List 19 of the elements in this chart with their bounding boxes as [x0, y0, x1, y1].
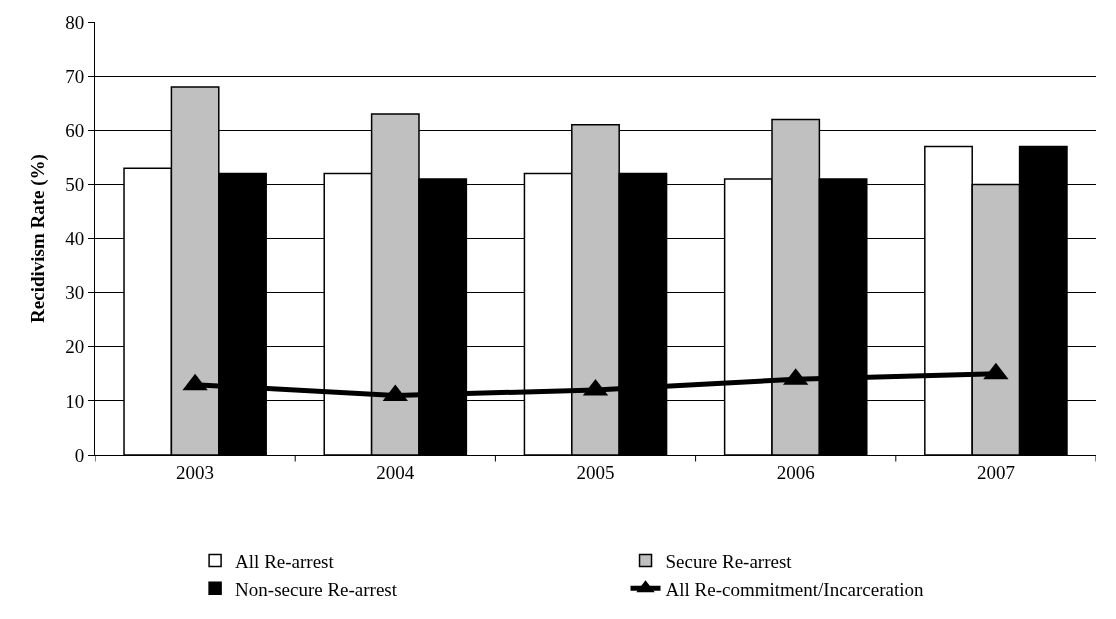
y-tick-label: 30	[65, 282, 85, 304]
y-tick-label: 0	[74, 444, 85, 466]
y-tick-label: 20	[65, 336, 85, 358]
x-tick-label: 2006	[776, 461, 815, 483]
y-axis-title: Recidivism Rate (%)	[27, 154, 50, 323]
x-tick-label: 2003	[176, 461, 215, 483]
y-tick-label: 50	[65, 174, 85, 196]
y-tick-label: 60	[65, 119, 85, 141]
y-tick-label: 80	[65, 11, 85, 33]
y-tick-label: 10	[65, 390, 85, 412]
x-tick-label: 2005	[576, 461, 615, 483]
legend-label: Non-secure Re-arrest	[235, 578, 398, 600]
legend-label: Secure Re-arrest	[665, 550, 793, 572]
y-tick-label: 70	[65, 65, 85, 87]
x-tick-label: 2004	[376, 461, 415, 483]
legend-label: All Re-commitment/Incarceration	[665, 578, 925, 600]
y-tick-label: 40	[65, 228, 85, 250]
legend-label: All Re-arrest	[235, 550, 335, 572]
x-tick-label: 2007	[976, 461, 1015, 483]
